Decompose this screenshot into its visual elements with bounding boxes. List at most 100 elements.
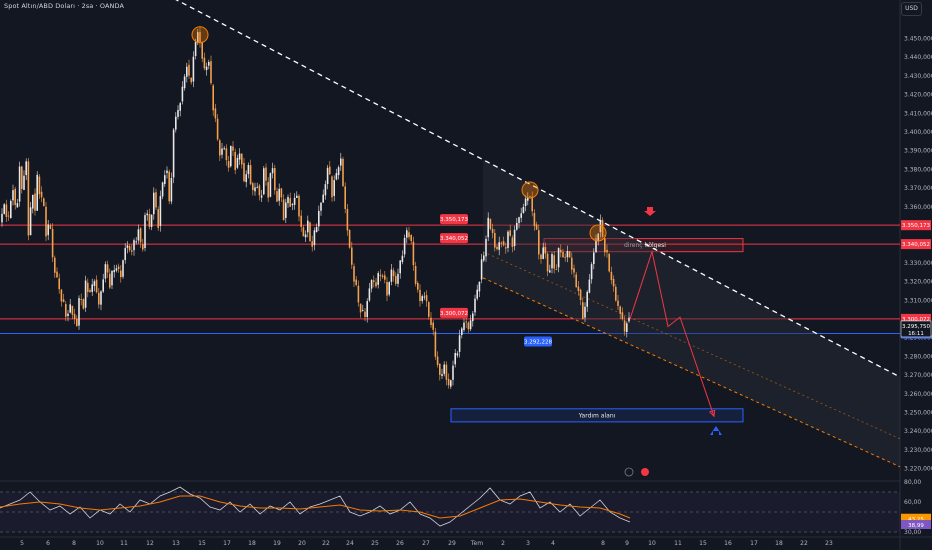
candle-body [557, 248, 560, 268]
currency-button[interactable]: USD [901, 2, 922, 16]
down-arrow-icon [644, 207, 656, 216]
candle-body [208, 62, 210, 66]
x-tick-label-28: 17 [750, 540, 758, 547]
candle-body [188, 64, 190, 76]
candle-body [302, 227, 305, 237]
candle-body [529, 196, 531, 197]
candle-body [401, 255, 404, 262]
candle-body [23, 175, 25, 190]
candle-body [104, 264, 107, 279]
candle-body [573, 268, 575, 273]
rsi-tick-label-1: 60,00 [904, 499, 921, 506]
candle-body [249, 165, 252, 185]
candle-body [428, 302, 430, 317]
candle-body [456, 353, 459, 356]
x-tick-label-9: 18 [248, 540, 256, 547]
candle-body [168, 171, 170, 202]
y-tick-label-14: 3.280,000 [904, 353, 932, 360]
candle-body [18, 166, 21, 202]
candle-body [304, 234, 307, 238]
y-tick-label-16: 3.260,000 [904, 391, 932, 398]
candle-body [313, 230, 316, 246]
candle-body [340, 158, 342, 166]
candle-body [353, 266, 355, 282]
candle-body [593, 252, 595, 265]
candle-body [282, 199, 285, 221]
candle-body [49, 225, 52, 229]
candle-body [626, 323, 628, 332]
candle-body [615, 286, 617, 301]
candle-body [179, 103, 181, 111]
candle-body [241, 153, 243, 165]
candle-body [58, 278, 60, 290]
candle-body [478, 281, 481, 292]
candle-body [126, 245, 129, 248]
y-tick-label-15: 3.270,000 [904, 372, 932, 379]
candle-body [549, 270, 551, 273]
candle-body [190, 77, 192, 83]
candle-body [95, 279, 98, 293]
candle-body [223, 148, 225, 150]
candle-body [245, 174, 247, 183]
candle-body [441, 374, 443, 376]
candle-body [133, 240, 135, 251]
candle-body [135, 241, 137, 243]
candle-body [610, 271, 613, 281]
candle-body [586, 291, 588, 307]
candle-body [560, 249, 562, 253]
candle-body [280, 188, 283, 198]
candle-body [265, 167, 267, 181]
x-tick-label-4: 11 [120, 540, 128, 547]
y-tick-label-17: 3.250,000 [904, 410, 932, 417]
y-tick-label-0: 3.450,000 [904, 35, 932, 42]
candle-body [29, 207, 32, 236]
candle-body [161, 182, 164, 197]
candle-body [232, 146, 234, 151]
candle-body [109, 273, 111, 288]
candle-body [335, 173, 338, 180]
level-tag-3 [524, 336, 552, 347]
candle-body [577, 286, 580, 291]
y-tick-label-18: 3.240,000 [904, 428, 932, 435]
candle-body [500, 242, 503, 244]
rsi-value-tag-1 [901, 520, 931, 530]
candle-body [36, 174, 38, 211]
candle-body [425, 295, 428, 302]
candle-body [197, 32, 199, 43]
candle-body [183, 76, 186, 89]
candle-body [10, 200, 12, 219]
candle-body [395, 275, 397, 284]
candle-body [381, 275, 384, 278]
x-tick-label-31: 23 [825, 540, 833, 547]
candle-body [458, 335, 461, 352]
candle-body [157, 209, 159, 228]
candle-body [628, 317, 630, 322]
candle-body [69, 304, 71, 313]
candle-body [203, 57, 206, 69]
candle-body [106, 264, 109, 273]
candle-body [139, 228, 142, 243]
rsi-panel [0, 482, 900, 532]
candle-body [368, 288, 371, 301]
candle-body [414, 265, 417, 284]
descending-trendline [175, 0, 901, 378]
candle-body [285, 202, 287, 218]
candle-body [214, 108, 217, 119]
candle-body [447, 378, 450, 386]
candle-body [287, 197, 289, 204]
level-tag-1 [440, 233, 468, 244]
dividend-icon [624, 467, 634, 477]
y-tick-label-19: 3.230,000 [904, 447, 932, 454]
candle-body [544, 247, 547, 254]
x-tick-label-24: 10 [648, 540, 656, 547]
candle-body [472, 313, 474, 322]
up-arrow-icon [710, 426, 722, 435]
candle-body [507, 231, 509, 249]
candle-body [32, 194, 34, 209]
axis-tag-2 [901, 313, 931, 324]
rsi-value-tag-0 [901, 513, 931, 523]
candle-body [452, 365, 454, 380]
level-tag-0 [440, 214, 468, 225]
candle-body [375, 282, 377, 287]
